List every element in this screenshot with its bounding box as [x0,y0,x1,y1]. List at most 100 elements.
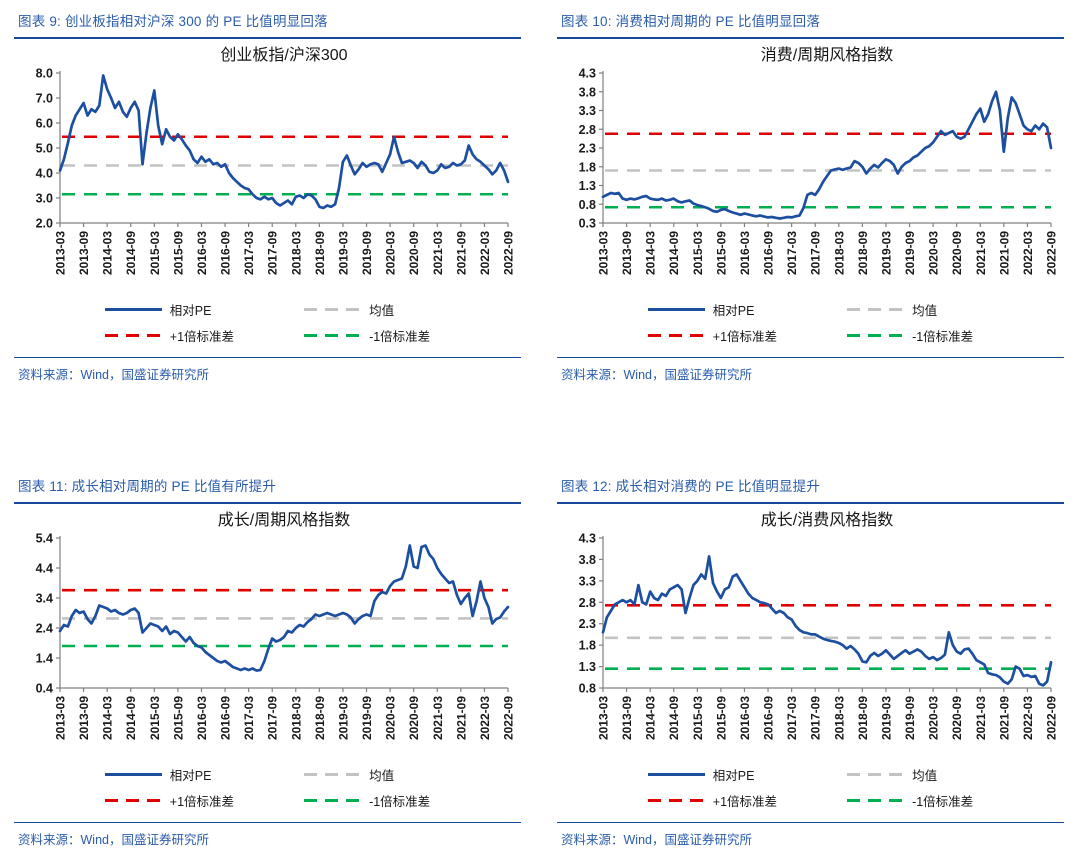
x-tick-label: 2016-03 [738,231,752,275]
x-tick-label: 2022-09 [502,231,516,275]
legend-item-pe: 相对PE [647,765,777,784]
x-tick-label: 2015-03 [148,696,162,740]
legend-label-minus-sd: -1倍标准差 [912,795,974,809]
x-tick-label: 2015-09 [171,696,185,740]
y-tick-label: 2.3 [579,617,596,631]
relative-pe-line [58,544,510,672]
legend-swatch-minus-sd-line [847,333,905,338]
x-tick-label: 2013-09 [77,231,91,275]
x-tick-label: 2017-03 [242,231,256,275]
legend-swatch-pe-line [647,772,705,777]
x-tick-label: 2016-09 [762,696,776,740]
x-tick-label: 2020-03 [927,231,941,275]
legend-swatch-plus-sd-line [647,798,705,803]
legend-label-pe: 相对PE [169,769,212,783]
x-tick-label: 2020-03 [384,696,398,740]
y-tick-label: 2.8 [579,123,596,137]
y-tick-label: 3.8 [579,85,596,99]
source-note: 资料来源：Wind，国盛证券研究所 [557,357,1064,383]
x-tick-label: 2017-09 [266,231,280,275]
x-tick-label: 2019-09 [903,231,917,275]
y-tick-label: 3.0 [36,192,53,206]
legend-swatch-minus-sd-line [304,333,362,338]
x-tick-label: 2021-09 [454,231,468,275]
x-tick-label: 2014-09 [667,231,681,275]
pe-ratio-chart-consumer-cyclical: 消费/周期风格指数 0.3 0.8 1.3 1.8 2.3 2.8 3.3 3.8 4.3 2013… [557,43,1064,298]
x-tick-label: 2020-09 [950,696,964,740]
x-tick-label: 2018-03 [832,696,846,740]
x-tick-label: 2021-03 [431,231,445,275]
legend-label-plus-sd: +1倍标准差 [169,795,235,809]
x-tick-label: 2014-03 [644,696,658,740]
legend-item-plus-sd: +1倍标准差 [104,791,235,810]
chart-legend: 相对PE 均值 +1倍标准差 -1倍标准差 [14,300,521,345]
legend-swatch-pe-line [104,307,162,312]
x-tick-label: 2017-09 [809,696,823,740]
x-tick-label: 2016-03 [195,696,209,740]
chart-title: 消费/周期风格指数 [761,46,893,64]
x-tick-label: 2022-09 [502,696,516,740]
legend-item-mean: 均值 [304,765,430,784]
x-tick-label: 2013-03 [54,231,68,275]
y-tick-label: 4.3 [579,67,596,81]
x-tick-label: 2015-03 [691,696,705,740]
legend-item-mean: 均值 [304,300,430,319]
y-tick-label: 0.3 [579,217,596,231]
legend-item-pe: 相对PE [647,300,777,319]
legend-label-minus-sd: -1倍标准差 [912,330,974,344]
y-tick-label: 0.8 [579,682,596,696]
x-tick-label: 2018-09 [313,696,327,740]
legend-swatch-pe-line [647,307,705,312]
y-tick-label: 4.4 [36,562,53,576]
chart-svg-1: 消费/周期风格指数 0.3 0.8 1.3 1.8 2.3 2.8 3.3 3.8 4.3 2013… [579,46,1059,275]
legend-swatch-plus-sd-line [104,333,162,338]
legend-item-minus-sd: -1倍标准差 [304,791,430,810]
legend-label-mean: 均值 [369,769,395,783]
x-tick-label: 2022-03 [478,231,492,275]
y-tick-label: 5.0 [36,142,53,156]
x-tick-label: 2013-09 [620,696,634,740]
x-tick-label: 2020-09 [407,696,421,740]
x-tick-label: 2015-09 [714,231,728,275]
relative-pe-line [601,555,1053,687]
x-tick-label: 2021-09 [997,696,1011,740]
chart-svg-3: 成长/消费风格指数 0.8 1.3 1.8 2.3 2.8 3.3 3.8 4.3 2013-03… [579,511,1059,740]
x-tick-label: 2018-03 [832,231,846,275]
pe-ratio-chart-growth-consumer: 成长/消费风格指数 0.8 1.3 1.8 2.3 2.8 3.3 3.8 4.3 2013-03… [557,508,1064,763]
y-tick-label: 2.3 [579,142,596,156]
legend-swatch-mean-line [304,772,362,777]
x-tick-label: 2014-09 [124,231,138,275]
y-tick-label: 4.3 [579,532,596,546]
legend-swatch-minus-sd-line [847,798,905,803]
x-tick-label: 2018-09 [856,696,870,740]
charts-grid: 图表 9: 创业板指相对沪深 300 的 PE 比值明显回落 创业板指/沪深30… [14,10,1064,848]
legend-label-mean: 均值 [369,304,395,318]
panel-figure-9: 图表 9: 创业板指相对沪深 300 的 PE 比值明显回落 创业板指/沪深30… [14,10,521,383]
x-tick-label: 2021-03 [974,696,988,740]
x-tick-label: 2016-09 [762,231,776,275]
x-tick-label: 2022-09 [1045,231,1059,275]
figure-12-header: 图表 12: 成长相对消费的 PE 比值明显提升 [557,475,1064,504]
y-tick-label: 3.8 [579,553,596,567]
y-tick-label: 3.3 [579,574,596,588]
x-tick-label: 2020-09 [407,231,421,275]
x-tick-label: 2019-09 [360,696,374,740]
x-tick-label: 2015-09 [714,696,728,740]
x-tick-label: 2018-09 [856,231,870,275]
x-tick-label: 2015-03 [691,231,705,275]
legend-swatch-mean-line [847,772,905,777]
x-tick-label: 2014-03 [101,696,115,740]
x-tick-label: 2017-03 [785,696,799,740]
panel-figure-11: 图表 11: 成长相对周期的 PE 比值有所提升 成长/周期风格指数 0.4 1.4… [14,475,521,848]
x-tick-label: 2013-09 [77,696,91,740]
legend-label-plus-sd: +1倍标准差 [169,330,235,344]
x-tick-label: 2021-09 [454,696,468,740]
y-tick-label: 1.4 [36,652,53,666]
chart-legend: 相对PE 均值 +1倍标准差 -1倍标准差 [557,300,1064,345]
x-tick-label: 2016-09 [219,231,233,275]
y-tick-label: 3.3 [579,104,596,118]
x-tick-label: 2013-03 [54,696,68,740]
x-tick-label: 2017-09 [266,696,280,740]
legend-label-minus-sd: -1倍标准差 [369,795,431,809]
x-tick-label: 2019-09 [903,696,917,740]
